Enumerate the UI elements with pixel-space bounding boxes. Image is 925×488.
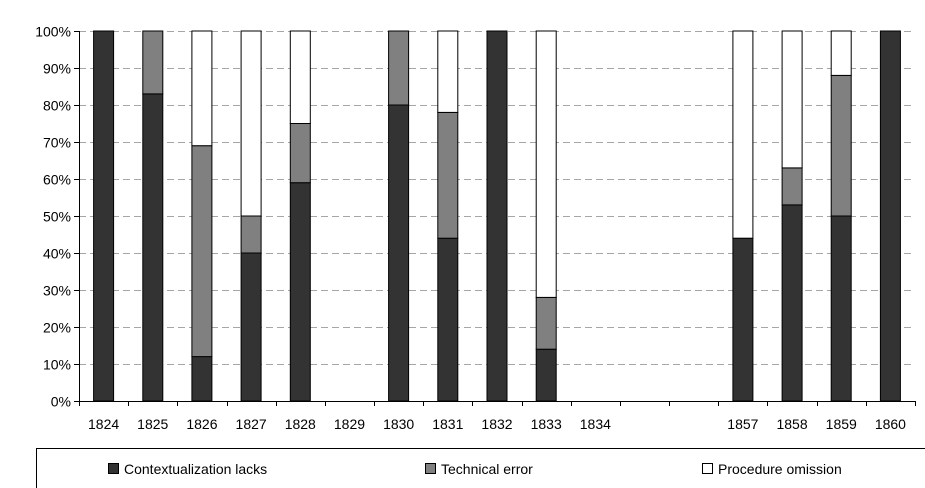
- y-tick-label: 80%: [43, 98, 71, 114]
- bar-segment: [781, 204, 803, 402]
- x-tick-label: 1831: [432, 416, 463, 432]
- bar-segment: [289, 182, 311, 402]
- bar-segment: [240, 30, 262, 217]
- legend: Contextualization lacks Technical error Pr…: [36, 448, 925, 488]
- bar-segment: [388, 104, 410, 402]
- x-tick-label: 1860: [875, 416, 906, 432]
- bar-segment: [486, 30, 508, 402]
- bar-segment: [388, 30, 410, 106]
- bar-segment: [437, 30, 459, 113]
- x-tick-label: 1825: [137, 416, 168, 432]
- bar-segment: [830, 74, 852, 217]
- bar-segment: [240, 215, 262, 254]
- y-tick-label: 40%: [43, 246, 71, 262]
- bar-segment: [781, 167, 803, 206]
- bar-segment: [191, 145, 213, 358]
- x-tick-label: 1832: [481, 416, 512, 432]
- x-tick-label: 1827: [236, 416, 267, 432]
- x-tick-label: 1826: [186, 416, 217, 432]
- bar-segment: [732, 237, 754, 402]
- legend-label: Contextualization lacks: [124, 461, 267, 477]
- bar-segment: [191, 30, 213, 147]
- bar-segment: [191, 356, 213, 402]
- y-tick-label: 60%: [43, 172, 71, 188]
- bar-segment: [93, 30, 115, 402]
- x-tick-label: 1833: [531, 416, 562, 432]
- bar-segment: [142, 93, 164, 402]
- y-tick-label: 10%: [43, 357, 71, 373]
- y-tick-label: 50%: [43, 209, 71, 225]
- x-tick-label: 1824: [88, 416, 119, 432]
- x-tick-label: 1857: [727, 416, 758, 432]
- x-tick-label: 1858: [776, 416, 807, 432]
- bar-segment: [535, 348, 557, 402]
- bar-segment: [437, 237, 459, 402]
- bar-segment: [879, 30, 901, 402]
- y-tick-label: 20%: [43, 320, 71, 336]
- x-tick-label: 1830: [383, 416, 414, 432]
- y-tick-label: 0%: [51, 394, 71, 410]
- x-tick-label: 1859: [826, 416, 857, 432]
- x-tick-label: 1834: [580, 416, 611, 432]
- bar-segment: [781, 30, 803, 169]
- legend-box: [36, 448, 925, 488]
- y-tick-label: 90%: [43, 61, 71, 77]
- x-tick-label: 1829: [334, 416, 365, 432]
- x-axis-tick-labels: 1824 1825 1826 1827 1828 1829 1830 1831 1832 1833…: [88, 416, 906, 432]
- bar-segment: [830, 215, 852, 402]
- bar-segment: [289, 123, 311, 184]
- y-tick-label: 30%: [43, 283, 71, 299]
- bar-segment: [142, 30, 164, 95]
- legend-swatch: [425, 463, 436, 474]
- bar-segment: [437, 111, 459, 239]
- legend-swatch: [108, 463, 119, 474]
- x-tick-label: 1828: [285, 416, 316, 432]
- legend-swatch: [702, 463, 713, 474]
- y-axis-tick-labels: 0% 10% 20% 30% 40% 50% 60% 70% 80% 90% 100%: [35, 24, 71, 410]
- y-tick-label: 100%: [35, 24, 71, 40]
- y-tick-label: 70%: [43, 135, 71, 151]
- bar-segment: [732, 30, 754, 239]
- bars: [93, 30, 901, 402]
- legend-label: Technical error: [441, 461, 533, 477]
- bar-segment: [535, 296, 557, 350]
- bar-segment: [289, 30, 311, 124]
- bar-segment: [535, 30, 557, 298]
- bar-segment: [830, 30, 852, 76]
- legend-label: Procedure omission: [718, 461, 842, 477]
- bar-segment: [240, 252, 262, 402]
